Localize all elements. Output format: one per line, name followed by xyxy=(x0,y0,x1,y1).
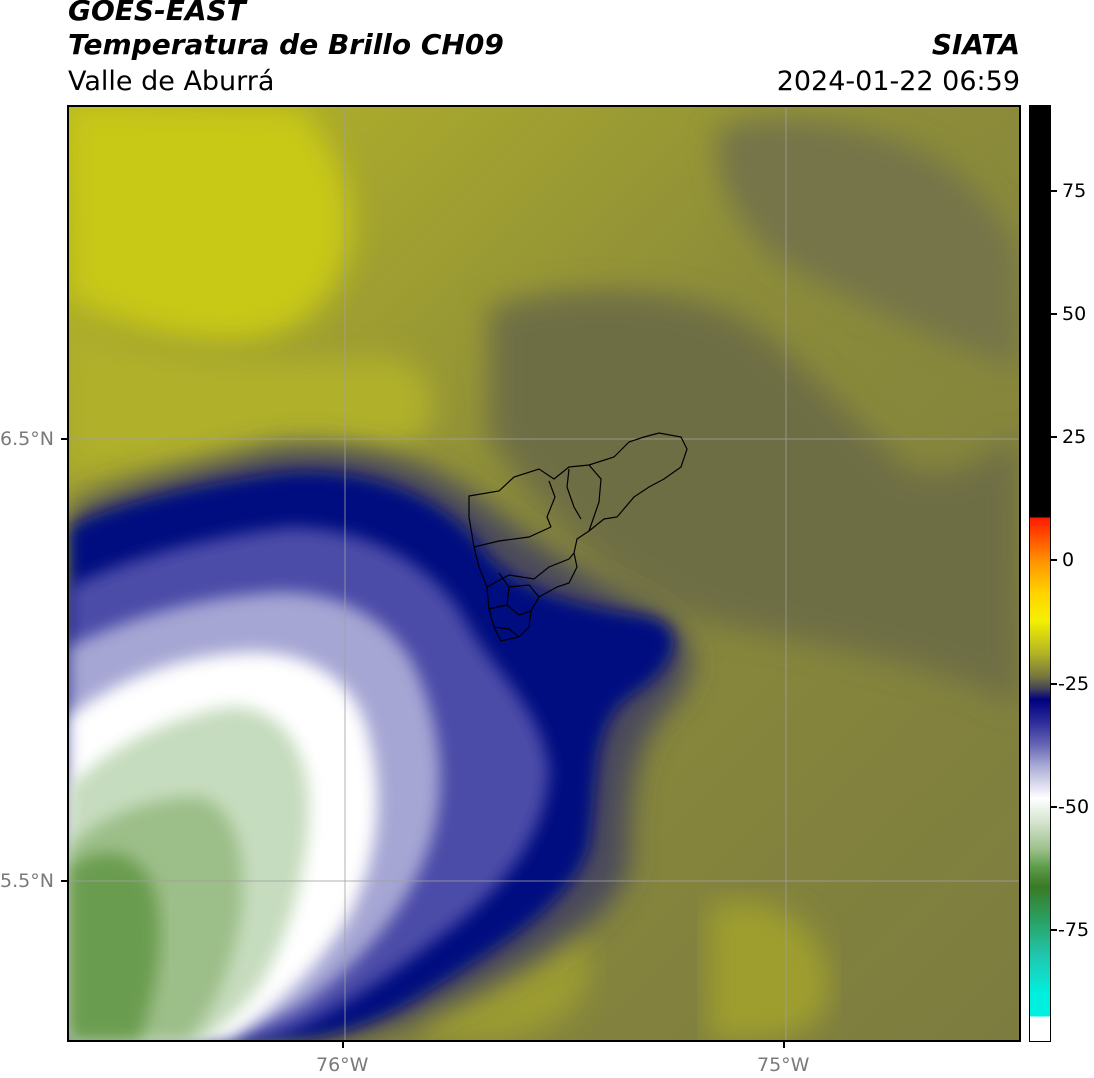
y-label-5-5n: 5.5°N xyxy=(0,870,54,892)
datetime-label: 2024-01-22 06:59 xyxy=(776,66,1020,97)
subtitle-region: Valle de Aburrá xyxy=(68,66,275,97)
x-tick-75w xyxy=(783,1042,785,1048)
map-canvas xyxy=(69,107,1019,1040)
title-product: Temperatura de Brillo CH09 xyxy=(68,28,504,61)
x-label-76w: 76°W xyxy=(316,1054,369,1076)
dark-olive-ne xyxy=(717,119,1019,367)
colorbar-label-minus50: -50 xyxy=(1058,796,1090,818)
satellite-map[interactable] xyxy=(67,105,1021,1042)
colorbar-tick-0 xyxy=(1051,559,1057,561)
colorbar-label-75: 75 xyxy=(1062,180,1087,202)
olive-patch-se xyxy=(709,901,829,1040)
x-tick-76w xyxy=(342,1042,344,1048)
colorbar-label-25: 25 xyxy=(1062,426,1087,448)
colorbar-label-minus25: -25 xyxy=(1058,673,1090,695)
y-tick-6-5n xyxy=(61,438,67,440)
y-label-6-5n: 6.5°N xyxy=(0,428,54,450)
colorbar-tick-minus25 xyxy=(1051,683,1057,685)
colorbar-tick-25 xyxy=(1051,436,1057,438)
colorbar-label-50: 50 xyxy=(1062,303,1087,325)
colorbar-tick-minus75 xyxy=(1051,929,1057,931)
colorbar-tick-minus50 xyxy=(1051,806,1057,808)
aburra-boundaries xyxy=(468,432,688,642)
dark-olive-east xyxy=(489,290,1019,707)
warm-region-nw xyxy=(69,107,352,341)
colorbar-tick-75 xyxy=(1051,190,1057,192)
cloud-dark-green xyxy=(69,853,160,1040)
olive-region-w xyxy=(69,337,433,467)
colorbar-tick-50 xyxy=(1051,313,1057,315)
y-tick-5-5n xyxy=(61,880,67,882)
colorbar-label-0: 0 xyxy=(1062,549,1075,571)
title-satellite: GOES-EAST xyxy=(68,0,246,27)
colorbar xyxy=(1029,105,1051,1042)
colorbar-label-minus75: -75 xyxy=(1058,919,1090,941)
x-label-75w: 75°W xyxy=(757,1054,810,1076)
organization-label: SIATA xyxy=(931,28,1020,61)
colorbar-gradient xyxy=(1030,106,1050,1041)
